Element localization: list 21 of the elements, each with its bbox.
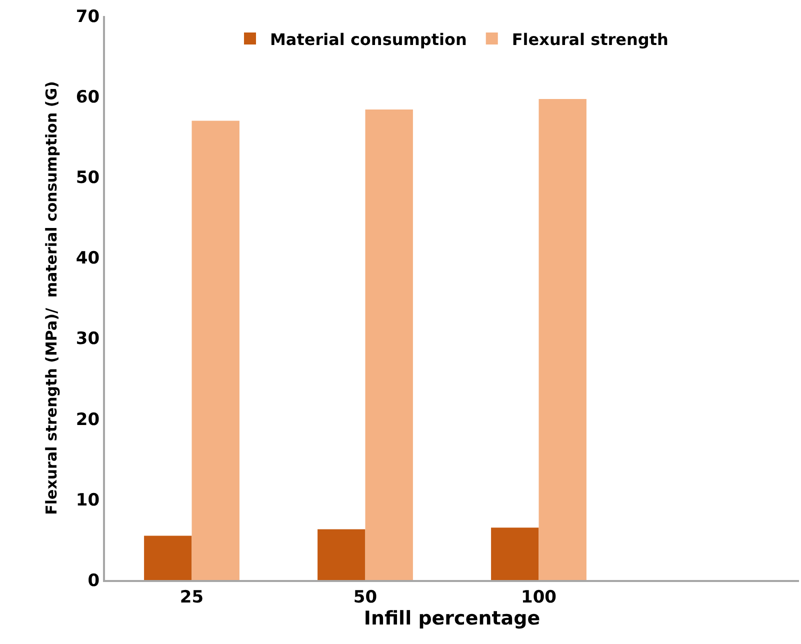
x-tick-label: 25 [180,587,204,608]
y-tick-label: 50 [76,168,100,188]
bar [538,98,586,580]
legend-label: Flexural strength [512,30,668,49]
y-tick-label: 20 [76,410,100,430]
bar [491,528,539,580]
x-tick-label: 100 [521,587,557,608]
y-tick-label: 0 [88,570,100,591]
x-tick-label: 50 [353,587,378,608]
y-tick-label: 30 [76,329,100,350]
bar [144,536,192,580]
y-tick-label: 40 [76,248,100,269]
y-axis-title: Flexural strength (MPa)/ material consumption (G) [42,81,61,515]
legend-label: Material consumption [270,30,467,49]
bar [318,529,366,580]
x-axis-title: Infill percentage [364,607,540,630]
y-tick-label: 10 [76,490,100,510]
y-tick-label: 70 [76,6,100,27]
bar [192,120,240,580]
y-tick-label: 60 [76,88,100,108]
bar [365,109,413,580]
